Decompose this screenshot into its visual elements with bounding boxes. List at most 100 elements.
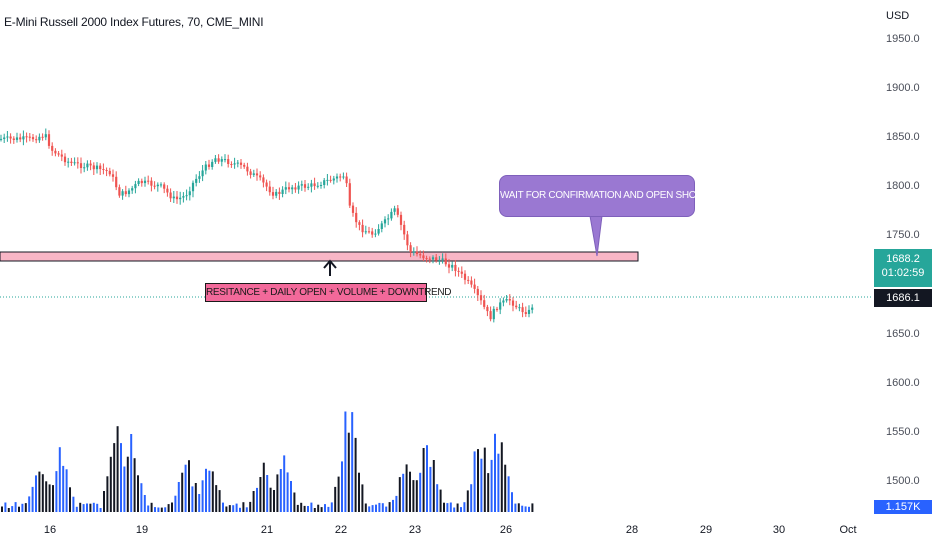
- candle-body: [444, 258, 447, 265]
- candle-body: [54, 150, 57, 154]
- volume-bar: [313, 508, 316, 512]
- volume-bar: [181, 472, 184, 512]
- volume-bar: [378, 502, 381, 512]
- volume-bar: [143, 495, 146, 512]
- volume-bar: [266, 475, 269, 512]
- candle-body: [249, 171, 252, 175]
- volume-bar: [62, 465, 65, 512]
- candle-body: [153, 185, 156, 187]
- candle-body: [291, 187, 294, 190]
- candle-body: [127, 190, 131, 195]
- volume-bar: [436, 484, 439, 512]
- volume-bar: [89, 503, 92, 512]
- candle-body: [140, 180, 143, 184]
- candle-body: [12, 138, 15, 140]
- volume-bar: [324, 504, 326, 512]
- candle-body: [76, 162, 79, 164]
- volume-bar: [126, 456, 129, 512]
- volume-bar: [307, 506, 309, 512]
- candle-body: [323, 180, 326, 185]
- volume-bar: [385, 506, 388, 512]
- volume-bar: [228, 505, 231, 512]
- candle-body: [470, 280, 473, 285]
- candle-body: [307, 186, 310, 188]
- candle-body: [300, 184, 303, 186]
- resistance-zone[interactable]: [0, 251, 639, 262]
- volume-bar: [276, 474, 279, 512]
- candle-body: [316, 185, 319, 187]
- candle-body: [348, 183, 351, 206]
- volume-bar: [310, 502, 313, 512]
- candle-body: [406, 234, 409, 246]
- time-axis[interactable]: 16 19 21 22 23 26 28 29 30 Oct: [0, 512, 872, 550]
- volume-bar: [375, 504, 377, 512]
- candle-body: [99, 165, 102, 170]
- candle-body: [278, 191, 281, 194]
- candle-body: [483, 300, 486, 307]
- candle-body: [447, 264, 451, 268]
- price-tick: 1800.0: [886, 180, 920, 192]
- volume-bar: [1, 506, 3, 512]
- candle-body: [374, 233, 377, 235]
- candle-body: [355, 212, 358, 223]
- volume-bar: [194, 483, 197, 512]
- volume-bar: [11, 506, 14, 512]
- candle-body: [508, 299, 511, 301]
- candle-body: [89, 163, 92, 166]
- time-tick: Oct: [839, 524, 857, 536]
- volume-bar: [337, 476, 340, 512]
- volume-bar: [177, 482, 180, 512]
- volume-bar: [174, 495, 177, 512]
- price-tick: 1500.0: [886, 475, 920, 487]
- price-tick: 1900.0: [886, 82, 920, 94]
- volume-bar: [113, 443, 116, 512]
- candle-body: [451, 264, 454, 268]
- callout-annotation[interactable]: WAIT FOR CONFIRMATION AND OPEN SHORT: [499, 175, 709, 217]
- candle-body: [262, 177, 265, 183]
- volume-bar: [235, 503, 238, 512]
- candle-body: [265, 182, 268, 187]
- candle-body: [239, 162, 243, 165]
- candle-body: [319, 185, 323, 186]
- price-axis[interactable]: USD 1950.0 1900.0 1850.0 1800.0 1750.0 1…: [872, 0, 932, 512]
- time-tick: 23: [408, 524, 422, 536]
- candle-body: [364, 231, 367, 233]
- volume-bar: [14, 502, 17, 512]
- support-annotation[interactable]: RESITANCE + DAILY OPEN + VOLUME + DOWNTR…: [205, 283, 452, 302]
- candle-body: [479, 295, 483, 301]
- candle-body: [393, 208, 396, 212]
- price-chart[interactable]: [0, 0, 872, 512]
- volume-bar: [395, 495, 398, 512]
- volume-bar: [449, 502, 452, 512]
- candles: [0, 128, 534, 323]
- volume-bar: [249, 501, 252, 512]
- volume-bar: [398, 477, 401, 512]
- volume-bar: [490, 459, 493, 512]
- volume-bar: [347, 432, 350, 512]
- candle-body: [505, 299, 508, 301]
- volume-bar: [466, 490, 469, 512]
- volume-bar: [160, 507, 163, 512]
- candle-body: [467, 279, 470, 281]
- candle-body: [63, 156, 67, 163]
- candle-body: [67, 161, 70, 163]
- volume-bar: [28, 496, 31, 512]
- candle-body: [486, 306, 489, 312]
- candle-body: [188, 191, 191, 196]
- price-tick: 1650.0: [886, 328, 920, 340]
- chart-area[interactable]: [0, 0, 872, 512]
- volume-bar: [480, 458, 483, 512]
- candle-body: [3, 137, 6, 139]
- candle-body: [425, 258, 428, 260]
- volume-bar: [72, 496, 75, 512]
- volume-bar: [511, 492, 513, 512]
- volume-bar: [531, 503, 534, 512]
- time-tick: 28: [625, 524, 639, 536]
- volume-bar: [439, 489, 442, 512]
- candle-body: [342, 176, 345, 178]
- volume-bar: [470, 484, 473, 512]
- candle-body: [252, 173, 255, 175]
- candle-body: [198, 176, 201, 179]
- candle-body: [332, 178, 335, 181]
- candle-body: [511, 300, 515, 306]
